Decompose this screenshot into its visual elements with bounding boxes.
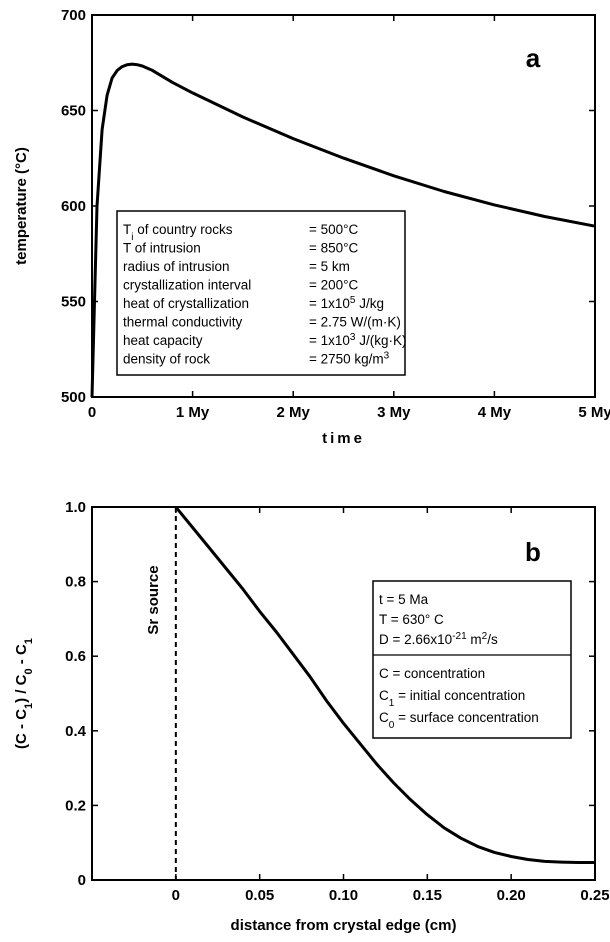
b-y-tick-label: 0.4 [65,723,87,740]
a-info-label: T of intrusion [123,241,201,256]
b-x-tick-label: 0.20 [497,887,526,904]
a-info-label: radius of intrusion [123,259,230,274]
b-panel-label: b [525,537,541,567]
b-info-box: t = 5 Ma T = 630° C D = 2.66x10-21 m2/s C =… [372,580,572,739]
a-x-axis-label: time [322,430,365,447]
a-series-line [90,62,596,398]
b-info-definition: C1 = initial concentration [379,688,525,709]
a-y-tick-label: 550 [61,294,86,311]
b-info-param: D = 2.66x10-21 m2/s [379,631,498,648]
b-info-box-frame [372,580,572,739]
b-x-tick-label: 0.10 [329,887,358,904]
a-info-value: = 1x103 J/(kg·K) [309,332,407,349]
a-y-tick-label: 500 [61,389,86,406]
a-info-label: density of rock [123,352,210,367]
a-info-label: heat capacity [123,333,203,348]
b-y-axis-label: (C - C1) / C0 - C1 [13,638,35,749]
a-info-label: heat of crystallization [123,296,249,311]
b-info-param: T = 630° C [379,612,444,627]
a-x-tick-label: 0 [88,404,96,421]
b-info-param: t = 5 Ma [379,592,429,607]
a-info-label: thermal conductivity [123,315,243,330]
b-series-line [174,506,595,864]
b-y-tick-label: 0.2 [65,797,86,814]
a-info-label: crystallization interval [123,278,251,293]
a-x-tick-label: 3 My [377,404,411,421]
b-y-tick-label: 0 [78,872,86,889]
a-info-value: = 500°C [309,222,359,237]
panel-b-chart: 0 0.05 0.10 0.15 0.20 0.25 0 0.2 0.4 0.6 0.8 1.0 Sr … [13,499,610,934]
b-info-definition: C0 = surface concentration [379,710,539,731]
b-x-tick-label: 0.15 [413,887,442,904]
a-info-box-frame [116,210,406,376]
a-info-value: = 200°C [309,278,359,293]
b-x-tick-label: 0 [172,887,180,904]
a-info-value: = 2750 kg/m3 [309,350,390,367]
b-info-definition: C = concentration [379,666,485,681]
panel-a-chart: 0 1 My 2 My 3 My 4 My 5 My 500 550 600 650 700 time… [13,7,610,447]
a-info-label: Ti of country rocks [123,222,233,243]
b-y-tick-label: 1.0 [65,499,86,516]
b-x-axis-label: distance from crystal edge (cm) [231,917,457,934]
a-y-axis-label: temperature (°C) [13,147,30,265]
a-y-tick-label: 650 [61,103,86,120]
a-panel-label: a [526,43,541,73]
a-info-box: Ti of country rocks = 500°C T of intrusion… [116,210,407,376]
a-x-tick-label: 1 My [176,404,210,421]
a-x-tick-label: 2 My [277,404,311,421]
a-info-value: = 850°C [309,241,359,256]
a-info-value: = 1x105 J/kg [309,295,384,312]
a-x-tick-label: 4 My [478,404,512,421]
b-sr-source-label: Sr source [145,565,162,634]
a-x-tick-label: 5 My [578,404,610,421]
b-x-tick-label: 0.25 [580,887,609,904]
a-y-tick-label: 700 [61,7,86,24]
b-x-tick-label: 0.05 [245,887,274,904]
a-info-value: = 5 km [309,259,350,274]
b-y-tick-label: 0.8 [65,574,86,591]
a-y-tick-label: 600 [61,198,86,215]
a-info-value: = 2.75 W/(m·K) [309,315,401,330]
b-y-tick-label: 0.6 [65,648,86,665]
